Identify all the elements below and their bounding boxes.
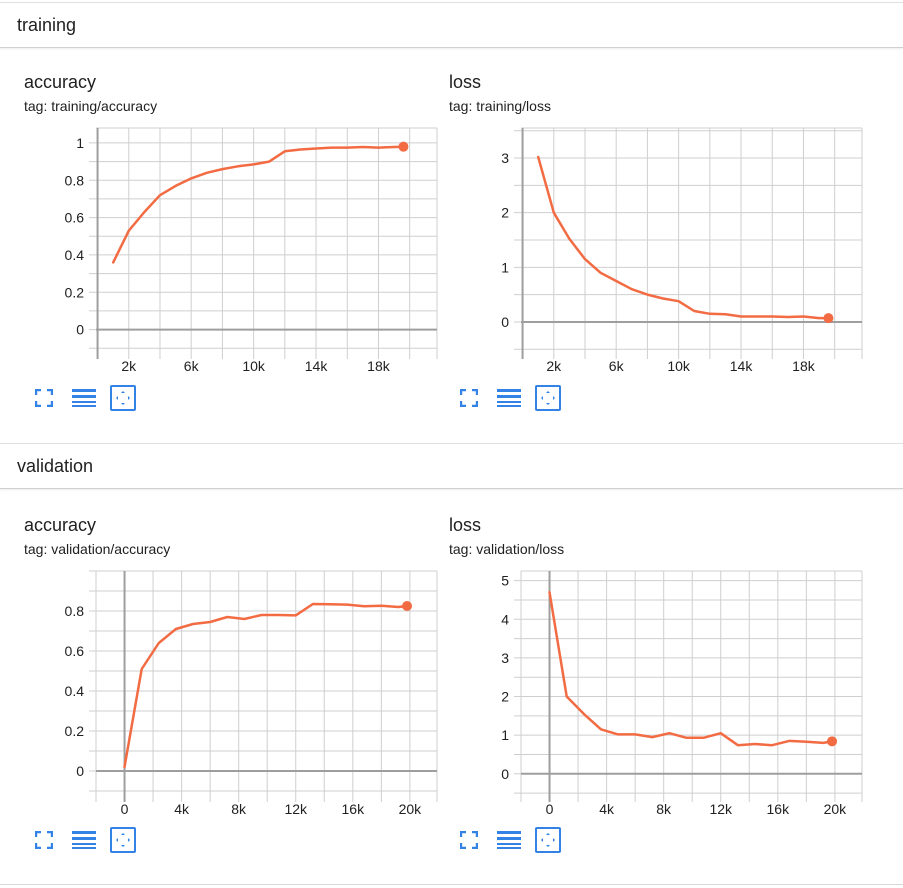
x-tick-label: 16k — [342, 801, 366, 817]
fullscreen-icon[interactable] — [456, 385, 482, 411]
x-tick-label: 8k — [656, 801, 672, 817]
x-tick-label: 2k — [546, 358, 562, 374]
y-tick-label: 3 — [501, 150, 509, 166]
x-tick-label: 0 — [546, 801, 554, 817]
last-point-marker — [402, 601, 413, 611]
lines-icon[interactable] — [71, 827, 97, 853]
grid — [89, 127, 438, 359]
y-tick-label: 2 — [501, 689, 509, 705]
chart-card-training-loss: loss tag: training/loss 2k 6k 10k 14k 18k 0 1 2… — [425, 72, 863, 402]
series-line — [123, 602, 409, 769]
chart-card-training-accuracy: accuracy tag: training/accuracy 2k 6k 10k 1… — [0, 72, 438, 402]
y-tick-label: 0.8 — [65, 603, 85, 619]
y-tick-label: 0.2 — [65, 723, 85, 739]
y-tick-label: 1 — [501, 727, 509, 743]
card-title: loss — [449, 72, 482, 92]
series-line — [536, 155, 830, 320]
y-tick-label: 1 — [501, 259, 509, 275]
card-title: loss — [449, 515, 482, 535]
y-tick-label: 0.8 — [65, 172, 85, 188]
chart-validation-loss[interactable]: 0 4k 8k 12k 16k 20k 0 1 2 3 4 5 — [425, 515, 865, 825]
chart-training-accuracy[interactable]: 2k 6k 10k 14k 18k 0 0.2 0.4 0.6 0.8 1 — [0, 72, 440, 382]
x-tick-label: 14k — [305, 358, 329, 374]
bottom-divider — [0, 884, 903, 885]
x-tick-label: 20k — [824, 801, 848, 817]
fit-domain-icon[interactable] — [535, 827, 561, 853]
y-tick-label: 0.6 — [65, 643, 85, 659]
x-tick-label: 12k — [709, 801, 733, 817]
last-point-marker — [398, 141, 409, 152]
series-line — [548, 590, 834, 747]
card-tag: tag: validation/accuracy — [24, 541, 171, 557]
section-title: training — [17, 15, 77, 35]
chart-validation-accuracy[interactable]: 0 4k 8k 12k 16k 20k 0 0.2 0.4 0.6 0.8 — [0, 515, 440, 825]
x-tick-label: 10k — [667, 358, 691, 374]
last-point-marker — [823, 313, 834, 324]
x-tick-label: 12k — [284, 801, 308, 817]
x-tick-label: 2k — [121, 358, 137, 374]
fullscreen-icon[interactable] — [31, 827, 57, 853]
y-tick-label: 0.4 — [65, 247, 85, 263]
section-header-validation[interactable]: validation — [0, 443, 903, 489]
x-tick-label: 18k — [792, 358, 816, 374]
card-tag: tag: training/loss — [449, 98, 551, 114]
x-tick-label: 18k — [367, 358, 391, 374]
x-tick-label: 6k — [184, 358, 200, 374]
x-tick-label: 16k — [767, 801, 791, 817]
grid — [514, 127, 863, 359]
y-tick-label: 0 — [501, 314, 509, 330]
x-tick-label: 10k — [242, 358, 266, 374]
fit-domain-icon[interactable] — [535, 385, 561, 411]
y-tick-label: 0.4 — [65, 683, 85, 699]
card-tag: tag: training/accuracy — [24, 98, 158, 114]
y-tick-label: 3 — [501, 650, 509, 666]
lines-icon[interactable] — [71, 385, 97, 411]
fullscreen-icon[interactable] — [456, 827, 482, 853]
x-tick-label: 6k — [609, 358, 625, 374]
y-tick-label: 1 — [76, 135, 84, 151]
fit-domain-icon[interactable] — [110, 385, 136, 411]
last-point-marker — [827, 736, 838, 747]
section-header-training[interactable]: training — [0, 2, 903, 48]
chart-card-validation-loss: loss tag: validation/loss 0 4k 8k 12k 16k 20k… — [425, 515, 863, 845]
y-tick-label: 5 — [501, 573, 509, 589]
x-tick-label: 4k — [174, 801, 190, 817]
x-tick-label: 8k — [231, 801, 247, 817]
y-tick-label: 4 — [501, 611, 509, 627]
y-tick-label: 0.2 — [65, 284, 85, 300]
x-tick-label: 4k — [599, 801, 615, 817]
x-tick-label: 0 — [121, 801, 129, 817]
chart-card-validation-accuracy: accuracy tag: validation/accuracy 0 4k 8k 1… — [0, 515, 438, 845]
y-tick-label: 0 — [76, 763, 84, 779]
fit-domain-icon[interactable] — [110, 827, 136, 853]
y-tick-label: 0.6 — [65, 210, 85, 226]
card-title: accuracy — [24, 515, 97, 535]
series-line — [111, 145, 405, 264]
fullscreen-icon[interactable] — [31, 385, 57, 411]
y-tick-label: 0 — [76, 322, 84, 338]
section-title: validation — [17, 456, 94, 476]
y-tick-label: 0 — [501, 766, 509, 782]
lines-icon[interactable] — [496, 827, 522, 853]
card-tag: tag: validation/loss — [449, 541, 565, 557]
x-tick-label: 14k — [730, 358, 754, 374]
lines-icon[interactable] — [496, 385, 522, 411]
card-title: accuracy — [24, 72, 97, 92]
chart-training-loss[interactable]: 2k 6k 10k 14k 18k 0 1 2 3 — [425, 72, 865, 382]
x-tick-label: 20k — [399, 801, 423, 817]
y-tick-label: 2 — [501, 205, 509, 221]
